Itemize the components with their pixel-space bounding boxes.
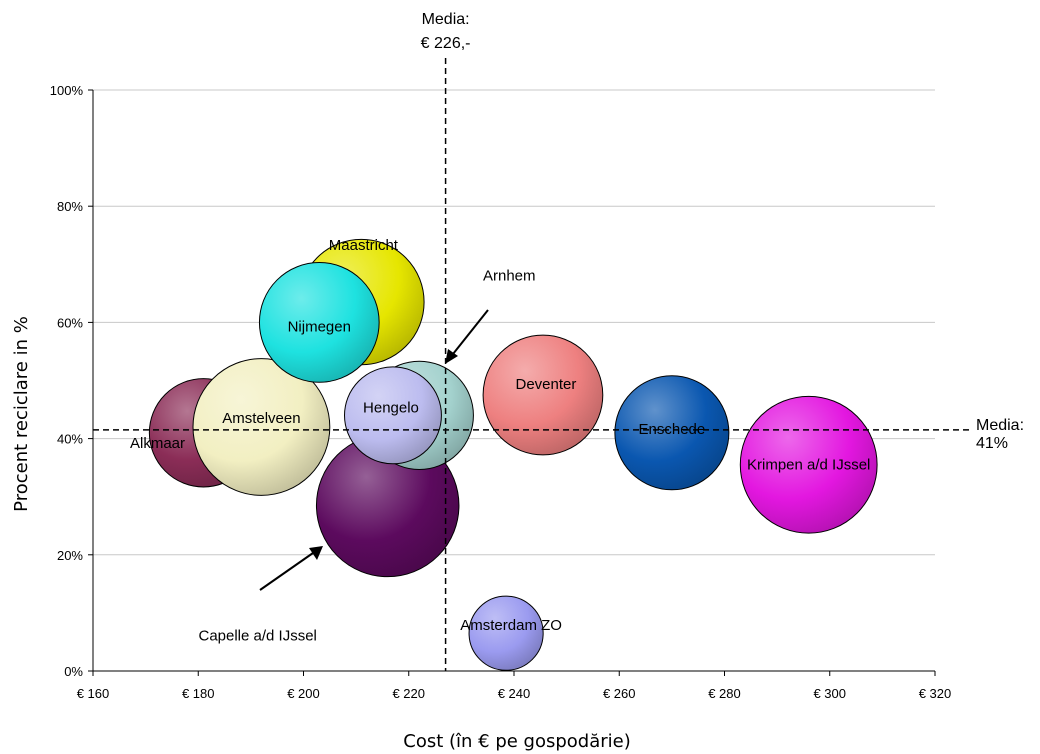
bubble-labels: Capelle a/d IJssel Alkmaar Maastricht Arnhe… [130, 237, 870, 644]
x-tick-label: € 320 [919, 686, 952, 701]
bubble-label-arnhem: Arnhem [483, 267, 536, 284]
median-recycling-label-line2: 41% [976, 435, 1008, 452]
y-tick-label: 0% [64, 664, 83, 679]
y-tick-label: 20% [57, 548, 83, 563]
bubble-nijmegen [258, 262, 380, 383]
bubble-label-deventer: Deventer [516, 376, 577, 393]
median-cost-label-line1: Media: [422, 11, 470, 28]
capelle-arrow [259, 552, 314, 591]
x-tick-label: € 160 [77, 686, 110, 701]
y-tick-label: 80% [57, 199, 83, 214]
bubble-label-capelle-a-d-ijssel: Capelle a/d IJssel [198, 627, 316, 644]
x-tick-label: € 240 [498, 686, 531, 701]
bubble-label-nijmegen: Nijmegen [288, 318, 351, 335]
x-tick-label: € 280 [708, 686, 741, 701]
bubble-label-krimpen-a-d-ijssel: Krimpen a/d IJssel [747, 457, 870, 474]
y-axis-ticks: 0% 20% 40% 60% 80% 100% [50, 83, 93, 679]
bubble-label-amsterdam-zo: Amsterdam ZO [460, 617, 562, 634]
bubble-hengelo [344, 366, 442, 465]
bubble-amsterdam-zo [468, 595, 544, 671]
x-tick-label: € 260 [603, 686, 636, 701]
y-tick-label: 40% [57, 432, 83, 447]
arnhem-arrow [452, 309, 489, 355]
x-axis-ticks: € 160 € 180 € 200 € 220 € 240 € 260 € 280 € 300… [77, 671, 952, 701]
bubble-enschede [614, 375, 730, 491]
median-recycling-label-line1: Media: [976, 417, 1024, 434]
x-axis-title: Cost (în € pe gospodărie) [403, 731, 631, 752]
bubble-amstelveen [192, 358, 331, 496]
bubbles [148, 238, 878, 671]
arnhem-arrowhead [445, 349, 458, 364]
bubble-label-amstelveen: Amstelveen [222, 410, 300, 427]
x-tick-label: € 200 [287, 686, 320, 701]
bubble-label-hengelo: Hengelo [363, 399, 419, 416]
reference-lines: Media:€ 226,-Media:41% [93, 11, 1024, 671]
x-tick-label: € 180 [182, 686, 215, 701]
bubble-label-enschede: Enschede [639, 421, 706, 438]
bubble-label-maastricht: Maastricht [329, 237, 399, 254]
median-cost-label-line2: € 226,- [421, 35, 471, 52]
x-tick-label: € 300 [813, 686, 846, 701]
capelle-arrowhead [309, 546, 323, 560]
y-tick-label: 100% [50, 83, 84, 98]
bubble-deventer [482, 334, 604, 456]
bubble-label-alkmaar: Alkmaar [130, 435, 185, 452]
y-tick-label: 60% [57, 315, 83, 330]
y-axis-title: Procent reciclare in % [11, 316, 32, 512]
annotation-arrows [259, 309, 489, 591]
x-tick-label: € 220 [392, 686, 425, 701]
